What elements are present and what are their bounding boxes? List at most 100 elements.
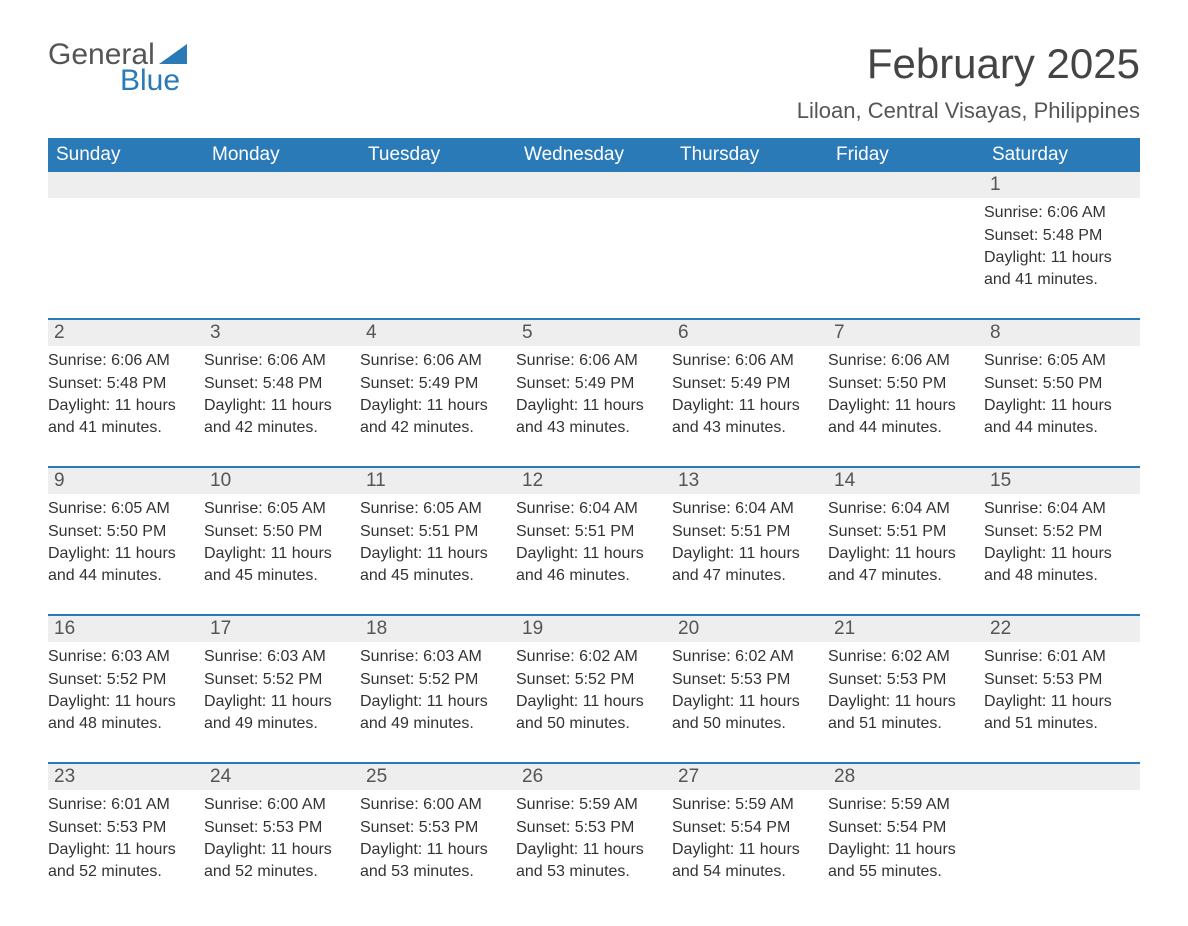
sunrise-text: Sunrise: 6:00 AM — [204, 794, 354, 816]
sunrise-text: Sunrise: 6:00 AM — [360, 794, 510, 816]
sunset-text: Sunset: 5:53 PM — [984, 669, 1134, 691]
sunset-text: Sunset: 5:50 PM — [984, 373, 1134, 395]
day-number: 13 — [672, 468, 828, 494]
day-number: 15 — [984, 468, 1140, 494]
day-cell: Sunrise: 6:04 AMSunset: 5:51 PMDaylight:… — [672, 494, 828, 590]
day-number: 25 — [360, 764, 516, 790]
day-cell: Sunrise: 5:59 AMSunset: 5:54 PMDaylight:… — [672, 790, 828, 886]
day-number: 19 — [516, 616, 672, 642]
sunrise-text: Sunrise: 6:05 AM — [984, 350, 1134, 372]
sunset-text: Sunset: 5:54 PM — [828, 817, 978, 839]
day-number: 23 — [48, 764, 204, 790]
daylight-text: Daylight: 11 hours and 43 minutes. — [672, 395, 822, 438]
day-cell: Sunrise: 6:04 AMSunset: 5:51 PMDaylight:… — [516, 494, 672, 590]
sunrise-text: Sunrise: 6:01 AM — [48, 794, 198, 816]
day-cell: Sunrise: 6:01 AMSunset: 5:53 PMDaylight:… — [984, 642, 1140, 738]
day-number: 21 — [828, 616, 984, 642]
daylight-text: Daylight: 11 hours and 46 minutes. — [516, 543, 666, 586]
day-number-row: 232425262728 — [48, 764, 1140, 790]
sunrise-text: Sunrise: 5:59 AM — [516, 794, 666, 816]
sunset-text: Sunset: 5:51 PM — [516, 521, 666, 543]
day-cell — [48, 198, 204, 294]
day-number: 24 — [204, 764, 360, 790]
day-cell: Sunrise: 6:06 AMSunset: 5:48 PMDaylight:… — [204, 346, 360, 442]
sunset-text: Sunset: 5:53 PM — [360, 817, 510, 839]
day-cell: Sunrise: 6:06 AMSunset: 5:49 PMDaylight:… — [672, 346, 828, 442]
daylight-text: Daylight: 11 hours and 45 minutes. — [360, 543, 510, 586]
dow-monday: Monday — [204, 138, 360, 172]
day-cell: Sunrise: 6:06 AMSunset: 5:48 PMDaylight:… — [48, 346, 204, 442]
day-cell: Sunrise: 6:02 AMSunset: 5:53 PMDaylight:… — [828, 642, 984, 738]
dow-saturday: Saturday — [984, 138, 1140, 172]
day-cell: Sunrise: 6:05 AMSunset: 5:51 PMDaylight:… — [360, 494, 516, 590]
sunset-text: Sunset: 5:48 PM — [204, 373, 354, 395]
day-number: 16 — [48, 616, 204, 642]
daylight-text: Daylight: 11 hours and 47 minutes. — [828, 543, 978, 586]
day-number — [984, 764, 1140, 790]
sunrise-text: Sunrise: 6:02 AM — [672, 646, 822, 668]
week-row: 1Sunrise: 6:06 AMSunset: 5:48 PMDaylight… — [48, 172, 1140, 294]
day-number: 8 — [984, 320, 1140, 346]
daylight-text: Daylight: 11 hours and 41 minutes. — [984, 247, 1134, 290]
days-of-week-header: Sunday Monday Tuesday Wednesday Thursday… — [48, 138, 1140, 172]
day-number-row: 16171819202122 — [48, 616, 1140, 642]
day-cell — [516, 198, 672, 294]
sunset-text: Sunset: 5:50 PM — [828, 373, 978, 395]
day-number: 2 — [48, 320, 204, 346]
sunset-text: Sunset: 5:50 PM — [204, 521, 354, 543]
day-cell — [360, 198, 516, 294]
day-body-row: Sunrise: 6:06 AMSunset: 5:48 PMDaylight:… — [48, 346, 1140, 442]
day-number — [48, 172, 204, 198]
sunrise-text: Sunrise: 6:06 AM — [204, 350, 354, 372]
sunrise-text: Sunrise: 6:04 AM — [828, 498, 978, 520]
sunset-text: Sunset: 5:52 PM — [984, 521, 1134, 543]
day-number: 26 — [516, 764, 672, 790]
sunset-text: Sunset: 5:53 PM — [828, 669, 978, 691]
sunrise-text: Sunrise: 5:59 AM — [672, 794, 822, 816]
logo-text-blue: Blue — [120, 66, 187, 96]
day-body-row: Sunrise: 6:01 AMSunset: 5:53 PMDaylight:… — [48, 790, 1140, 886]
day-cell — [672, 198, 828, 294]
day-cell: Sunrise: 6:06 AMSunset: 5:50 PMDaylight:… — [828, 346, 984, 442]
sunrise-text: Sunrise: 6:06 AM — [984, 202, 1134, 224]
sunrise-text: Sunrise: 6:06 AM — [48, 350, 198, 372]
sunset-text: Sunset: 5:53 PM — [204, 817, 354, 839]
day-number — [360, 172, 516, 198]
day-cell — [984, 790, 1140, 886]
sunrise-text: Sunrise: 6:05 AM — [204, 498, 354, 520]
day-cell: Sunrise: 6:06 AMSunset: 5:49 PMDaylight:… — [516, 346, 672, 442]
sunset-text: Sunset: 5:52 PM — [204, 669, 354, 691]
week-row: 232425262728Sunrise: 6:01 AMSunset: 5:53… — [48, 762, 1140, 886]
day-cell: Sunrise: 6:01 AMSunset: 5:53 PMDaylight:… — [48, 790, 204, 886]
day-cell — [204, 198, 360, 294]
sunrise-text: Sunrise: 6:04 AM — [516, 498, 666, 520]
week-row: 9101112131415Sunrise: 6:05 AMSunset: 5:5… — [48, 466, 1140, 590]
day-cell: Sunrise: 6:06 AMSunset: 5:48 PMDaylight:… — [984, 198, 1140, 294]
day-number: 4 — [360, 320, 516, 346]
day-cell: Sunrise: 5:59 AMSunset: 5:54 PMDaylight:… — [828, 790, 984, 886]
daylight-text: Daylight: 11 hours and 42 minutes. — [360, 395, 510, 438]
daylight-text: Daylight: 11 hours and 42 minutes. — [204, 395, 354, 438]
sunset-text: Sunset: 5:48 PM — [48, 373, 198, 395]
header: General Blue February 2025 Liloan, Centr… — [48, 40, 1140, 124]
daylight-text: Daylight: 11 hours and 52 minutes. — [204, 839, 354, 882]
daylight-text: Daylight: 11 hours and 53 minutes. — [516, 839, 666, 882]
sunset-text: Sunset: 5:52 PM — [48, 669, 198, 691]
sunset-text: Sunset: 5:51 PM — [672, 521, 822, 543]
sunrise-text: Sunrise: 6:05 AM — [48, 498, 198, 520]
day-number: 14 — [828, 468, 984, 494]
month-title: February 2025 — [797, 40, 1140, 88]
day-cell: Sunrise: 6:04 AMSunset: 5:52 PMDaylight:… — [984, 494, 1140, 590]
dow-sunday: Sunday — [48, 138, 204, 172]
daylight-text: Daylight: 11 hours and 54 minutes. — [672, 839, 822, 882]
day-cell: Sunrise: 6:03 AMSunset: 5:52 PMDaylight:… — [204, 642, 360, 738]
day-number — [828, 172, 984, 198]
sunrise-text: Sunrise: 6:03 AM — [48, 646, 198, 668]
daylight-text: Daylight: 11 hours and 41 minutes. — [48, 395, 198, 438]
sunrise-text: Sunrise: 6:05 AM — [360, 498, 510, 520]
day-number: 22 — [984, 616, 1140, 642]
sunset-text: Sunset: 5:48 PM — [984, 225, 1134, 247]
day-cell: Sunrise: 6:05 AMSunset: 5:50 PMDaylight:… — [48, 494, 204, 590]
sunrise-text: Sunrise: 5:59 AM — [828, 794, 978, 816]
daylight-text: Daylight: 11 hours and 53 minutes. — [360, 839, 510, 882]
